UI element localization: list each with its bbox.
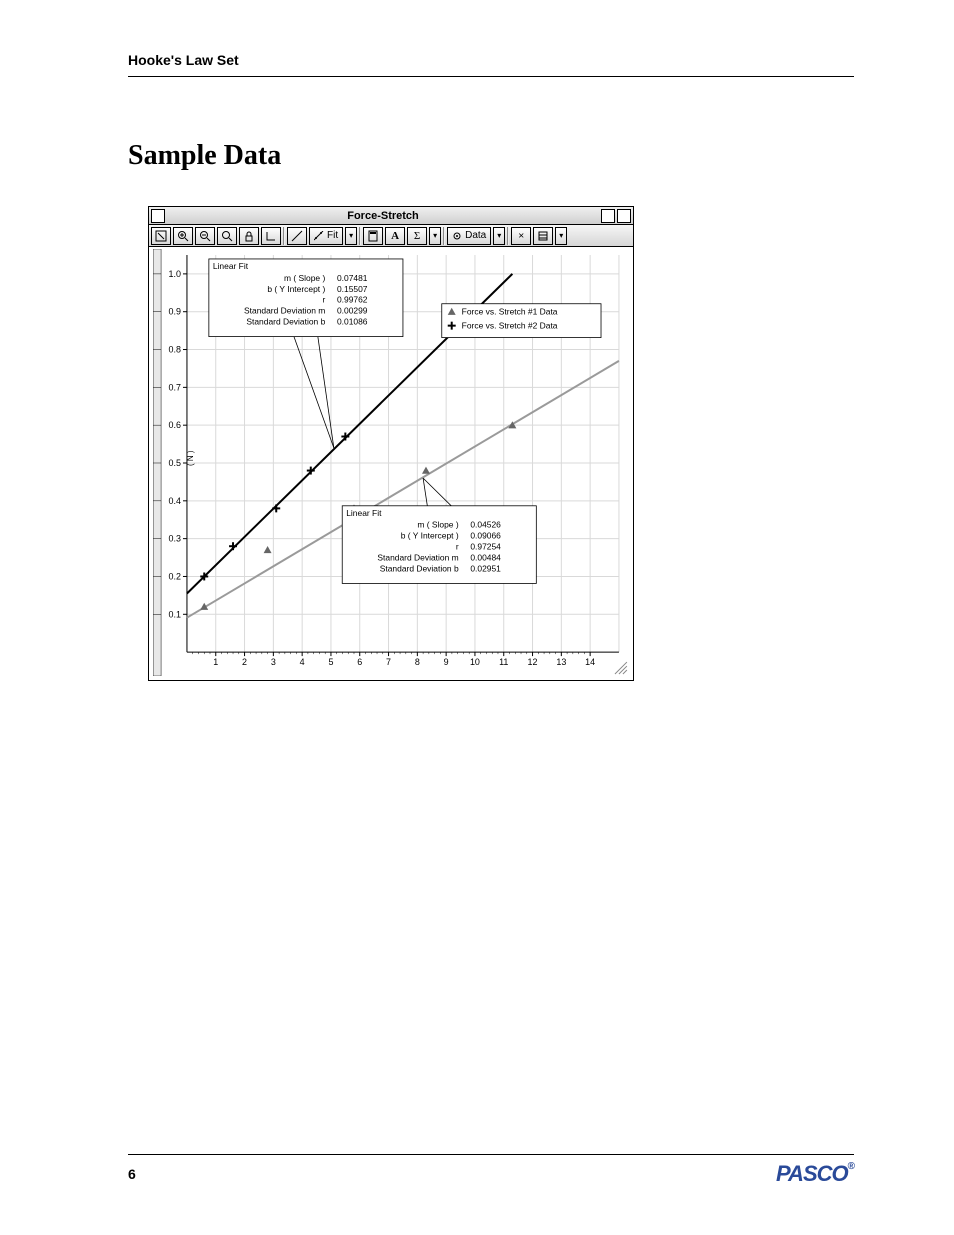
- svg-text:11: 11: [499, 657, 508, 667]
- svg-text:9: 9: [444, 657, 449, 667]
- svg-text:5: 5: [328, 657, 333, 667]
- svg-text:2: 2: [242, 657, 247, 667]
- svg-text:7: 7: [386, 657, 391, 667]
- svg-text:0.2: 0.2: [169, 571, 181, 581]
- smart-tool-icon[interactable]: [287, 227, 307, 245]
- stats-dropdown-arrow-icon[interactable]: ▾: [429, 227, 441, 245]
- svg-text:12: 12: [528, 657, 538, 667]
- toolbar-separator: [443, 227, 445, 245]
- svg-text:0.99762: 0.99762: [337, 295, 368, 305]
- svg-text:Force vs. Stretch #2 Data: Force vs. Stretch #2 Data: [462, 321, 558, 331]
- svg-text:0.7: 0.7: [169, 382, 181, 392]
- svg-text:0.97254: 0.97254: [470, 542, 501, 552]
- settings-icon[interactable]: [533, 227, 553, 245]
- chart-titlebar: Force-Stretch: [149, 207, 633, 225]
- svg-text:Standard Deviation b: Standard Deviation b: [246, 317, 325, 327]
- logo-text: PASCO: [776, 1161, 848, 1186]
- lock-icon[interactable]: [239, 227, 259, 245]
- svg-text:10: 10: [470, 657, 480, 667]
- svg-text:0.02951: 0.02951: [470, 563, 501, 573]
- svg-text:0.07481: 0.07481: [337, 273, 368, 283]
- svg-text:6: 6: [357, 657, 362, 667]
- stats-icon[interactable]: Σ: [407, 227, 427, 245]
- svg-text:1.0: 1.0: [169, 269, 181, 279]
- calculator-icon[interactable]: [363, 227, 383, 245]
- svg-text:0.3: 0.3: [169, 534, 181, 544]
- chart-toolbar: Fit ▾ A Σ ▾ Data ▾ × ▾: [149, 225, 633, 247]
- zoom-fit-icon[interactable]: [217, 227, 237, 245]
- svg-text:m ( Slope ): m ( Slope ): [284, 273, 326, 283]
- toolbar-separator: [507, 227, 509, 245]
- header-text: Hooke's Law Set: [128, 52, 239, 68]
- axes-icon[interactable]: [261, 227, 281, 245]
- svg-text:r: r: [322, 295, 325, 305]
- svg-text:0.5: 0.5: [169, 458, 181, 468]
- brand-logo: PASCO®: [776, 1161, 854, 1187]
- svg-text:0.00484: 0.00484: [470, 553, 501, 563]
- data-dropdown-arrow-icon[interactable]: ▾: [493, 227, 505, 245]
- chart-window: Force-Stretch Fit ▾ A Σ ▾ Data ▾ × ▾: [148, 206, 634, 681]
- svg-text:b ( Y Intercept ): b ( Y Intercept ): [401, 531, 459, 541]
- settings-dropdown-arrow-icon[interactable]: ▾: [555, 227, 567, 245]
- fit-dropdown[interactable]: Fit: [309, 227, 343, 245]
- window-minimize-icon[interactable]: [601, 209, 615, 223]
- data-label: Data: [465, 230, 486, 241]
- svg-text:0.15507: 0.15507: [337, 284, 368, 294]
- page-number: 6: [128, 1166, 136, 1182]
- window-menu-icon[interactable]: [151, 209, 165, 223]
- svg-text:0.8: 0.8: [169, 345, 181, 355]
- svg-text:14: 14: [585, 657, 595, 667]
- data-icon: [452, 231, 462, 241]
- zoom-out-icon[interactable]: [195, 227, 215, 245]
- logo-registered: ®: [848, 1161, 854, 1172]
- svg-text:3: 3: [271, 657, 276, 667]
- svg-text:Standard Deviation b: Standard Deviation b: [380, 563, 459, 573]
- page-header: Hooke's Law Set: [128, 52, 854, 77]
- window-title: Force-Stretch: [165, 210, 601, 222]
- svg-text:0.09066: 0.09066: [470, 531, 501, 541]
- text-icon[interactable]: A: [385, 227, 405, 245]
- svg-text:Force vs. Stretch #1 Data: Force vs. Stretch #1 Data: [462, 307, 558, 317]
- svg-text:4: 4: [300, 657, 305, 667]
- svg-text:Linear Fit: Linear Fit: [346, 508, 382, 518]
- svg-text:8: 8: [415, 657, 420, 667]
- svg-text:0.4: 0.4: [169, 496, 181, 506]
- svg-text:( N ): ( N ): [186, 450, 195, 466]
- page-footer: 6 PASCO®: [128, 1154, 854, 1187]
- section-title: Sample Data: [128, 140, 281, 172]
- fit-label: Fit: [327, 230, 338, 241]
- zoom-in-icon[interactable]: [173, 227, 193, 245]
- fit-icon: [314, 231, 324, 241]
- svg-text:0.00299: 0.00299: [337, 306, 368, 316]
- svg-text:Standard Deviation m: Standard Deviation m: [244, 306, 325, 316]
- svg-text:Linear Fit: Linear Fit: [213, 261, 249, 271]
- svg-text:0.04526: 0.04526: [470, 520, 501, 530]
- svg-text:0.6: 0.6: [169, 420, 181, 430]
- delete-icon[interactable]: ×: [511, 227, 531, 245]
- svg-text:0.01086: 0.01086: [337, 317, 368, 327]
- tool-select-icon[interactable]: [151, 227, 171, 245]
- toolbar-separator: [359, 227, 361, 245]
- svg-text:b ( Y Intercept ): b ( Y Intercept ): [267, 284, 325, 294]
- svg-text:m ( Slope ): m ( Slope ): [417, 520, 459, 530]
- svg-text:0.9: 0.9: [169, 307, 181, 317]
- chart-svg: 0.10.20.30.40.50.60.70.80.91.0( N )12345…: [153, 249, 629, 676]
- toolbar-separator: [283, 227, 285, 245]
- svg-text:13: 13: [556, 657, 566, 667]
- fit-dropdown-arrow-icon[interactable]: ▾: [345, 227, 357, 245]
- svg-text:Standard Deviation m: Standard Deviation m: [377, 553, 458, 563]
- data-dropdown[interactable]: Data: [447, 227, 491, 245]
- svg-text:r: r: [456, 542, 459, 552]
- svg-text:1: 1: [213, 657, 218, 667]
- plot-area: 0.10.20.30.40.50.60.70.80.91.0( N )12345…: [153, 249, 629, 676]
- window-maximize-icon[interactable]: [617, 209, 631, 223]
- svg-text:0.1: 0.1: [169, 609, 181, 619]
